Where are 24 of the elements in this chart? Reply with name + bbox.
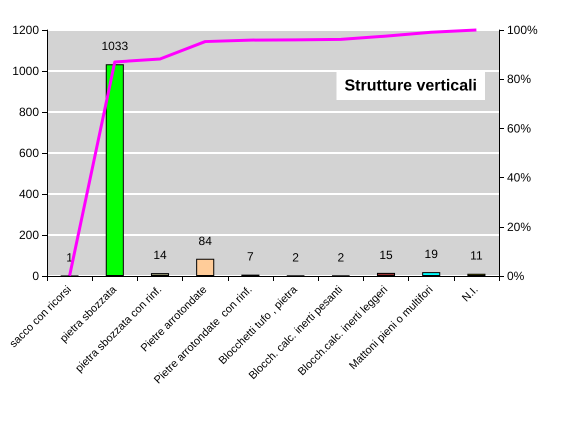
y-tick-label: 200: [18, 228, 40, 242]
y-tick-label: 800: [18, 105, 40, 119]
y-tick-label: 600: [18, 146, 40, 160]
y2-tick-label: 40%: [507, 170, 532, 185]
y-tick-label: 0: [32, 269, 40, 283]
data-label: 15: [379, 248, 393, 262]
data-label: 2: [337, 250, 344, 264]
data-label: 14: [153, 248, 167, 262]
y2-tick-label: 20%: [507, 220, 532, 234]
data-label: 1033: [101, 39, 128, 54]
y2-tick-label: 80%: [507, 72, 532, 86]
data-label: 2: [292, 250, 300, 264]
y2-tick-label: 60%: [507, 121, 532, 136]
data-label: 11: [470, 248, 483, 263]
data-label: 19: [424, 247, 438, 262]
y2-tick-label: 100%: [507, 23, 538, 37]
y-tick-label: 400: [18, 187, 40, 201]
y2-tick-label: 0%: [507, 269, 525, 283]
x-tick-label: N.I.: [460, 284, 481, 304]
data-label: 84: [198, 234, 212, 248]
y-tick-label: 1000: [12, 64, 40, 78]
text: Strutture verticali: [344, 78, 477, 94]
data-label: 7: [247, 250, 254, 264]
y-tick-label: 1200: [12, 23, 40, 37]
